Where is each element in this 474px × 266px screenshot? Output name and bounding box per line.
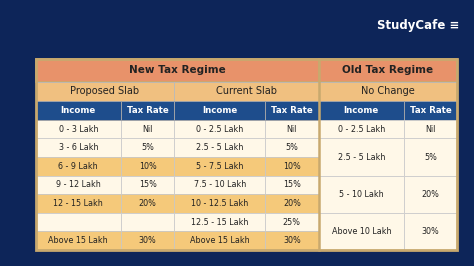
Text: 10%: 10% <box>139 162 156 171</box>
Text: Income: Income <box>61 106 96 115</box>
Bar <box>174 138 265 157</box>
Text: 20%: 20% <box>139 199 156 208</box>
Bar <box>174 176 265 194</box>
Text: New Tax Regime: New Tax Regime <box>128 65 226 75</box>
Text: 30%: 30% <box>139 236 156 245</box>
Bar <box>404 101 457 120</box>
Text: 5 - 7.5 Lakh: 5 - 7.5 Lakh <box>196 162 244 171</box>
Bar <box>265 101 319 120</box>
Bar <box>174 120 265 138</box>
Bar <box>121 176 174 194</box>
Text: Tax Rate: Tax Rate <box>127 106 169 115</box>
Bar <box>36 157 121 176</box>
Text: 12.5 - 15 Lakh: 12.5 - 15 Lakh <box>191 218 248 227</box>
Text: 15%: 15% <box>283 180 301 189</box>
Bar <box>36 81 174 101</box>
Bar <box>36 138 121 157</box>
Bar <box>174 81 319 101</box>
Bar <box>36 120 121 138</box>
Bar <box>36 231 121 250</box>
Bar <box>121 231 174 250</box>
Bar <box>36 213 121 231</box>
Bar <box>265 120 319 138</box>
Bar <box>36 59 319 81</box>
Text: 30%: 30% <box>422 227 439 236</box>
Text: Above 15 Lakh: Above 15 Lakh <box>48 236 108 245</box>
Bar <box>121 138 174 157</box>
Text: 0 - 3 Lakh: 0 - 3 Lakh <box>58 124 98 134</box>
Text: 25%: 25% <box>283 218 301 227</box>
Text: StudyCafe ≡: StudyCafe ≡ <box>377 19 460 32</box>
Text: 12 - 15 Lakh: 12 - 15 Lakh <box>54 199 103 208</box>
Bar <box>36 101 121 120</box>
Bar <box>174 231 265 250</box>
Bar <box>265 176 319 194</box>
Bar <box>265 157 319 176</box>
Text: 5%: 5% <box>424 152 437 161</box>
Text: Tax Rate: Tax Rate <box>410 106 452 115</box>
Bar <box>174 157 265 176</box>
Text: Tax Rate: Tax Rate <box>271 106 313 115</box>
Text: Nil: Nil <box>143 124 153 134</box>
Bar <box>319 59 457 81</box>
Text: 2.5 - 5 Lakh: 2.5 - 5 Lakh <box>337 152 385 161</box>
Text: No Change: No Change <box>361 86 415 96</box>
Text: 5 - 10 Lakh: 5 - 10 Lakh <box>339 190 383 199</box>
Text: 0 - 2.5 Lakh: 0 - 2.5 Lakh <box>196 124 244 134</box>
Text: 15%: 15% <box>139 180 156 189</box>
Text: Above 10 Lakh: Above 10 Lakh <box>331 227 391 236</box>
Text: Nil: Nil <box>426 124 436 134</box>
Bar <box>319 213 404 250</box>
Text: Proposed Slab: Proposed Slab <box>71 86 139 96</box>
Text: 5%: 5% <box>285 143 298 152</box>
Bar <box>121 213 174 231</box>
Text: Above 15 Lakh: Above 15 Lakh <box>190 236 250 245</box>
Bar <box>36 194 121 213</box>
Text: 5%: 5% <box>141 143 154 152</box>
Bar <box>319 138 404 176</box>
Text: Nil: Nil <box>287 124 297 134</box>
Bar <box>404 176 457 213</box>
Bar <box>174 213 265 231</box>
Bar <box>404 120 457 138</box>
Bar <box>404 138 457 176</box>
Text: 10 - 12.5 Lakh: 10 - 12.5 Lakh <box>191 199 248 208</box>
Text: 9 - 12 Lakh: 9 - 12 Lakh <box>56 180 100 189</box>
Bar <box>174 101 265 120</box>
Bar <box>121 101 174 120</box>
Bar <box>265 231 319 250</box>
Text: Current Slab: Current Slab <box>216 86 277 96</box>
Text: Income: Income <box>202 106 237 115</box>
Text: 20%: 20% <box>283 199 301 208</box>
Bar <box>174 194 265 213</box>
Bar <box>36 176 121 194</box>
Text: 30%: 30% <box>283 236 301 245</box>
Bar <box>121 157 174 176</box>
Text: 6 - 9 Lakh: 6 - 9 Lakh <box>58 162 98 171</box>
Bar <box>404 213 457 250</box>
Bar <box>265 213 319 231</box>
Bar <box>319 176 404 213</box>
Bar <box>319 101 404 120</box>
Bar <box>319 81 457 101</box>
Bar <box>265 194 319 213</box>
Text: 0 - 2.5 Lakh: 0 - 2.5 Lakh <box>337 124 385 134</box>
Text: 7.5 - 10 Lakh: 7.5 - 10 Lakh <box>194 180 246 189</box>
Bar <box>319 120 404 138</box>
Text: 3 - 6 Lakh: 3 - 6 Lakh <box>58 143 98 152</box>
Text: Old Tax Regime: Old Tax Regime <box>342 65 434 75</box>
Text: 2.5 - 5 Lakh: 2.5 - 5 Lakh <box>196 143 244 152</box>
Bar <box>265 138 319 157</box>
Bar <box>121 194 174 213</box>
Text: 10%: 10% <box>283 162 301 171</box>
Text: Income: Income <box>344 106 379 115</box>
Text: 20%: 20% <box>422 190 440 199</box>
Bar <box>121 120 174 138</box>
